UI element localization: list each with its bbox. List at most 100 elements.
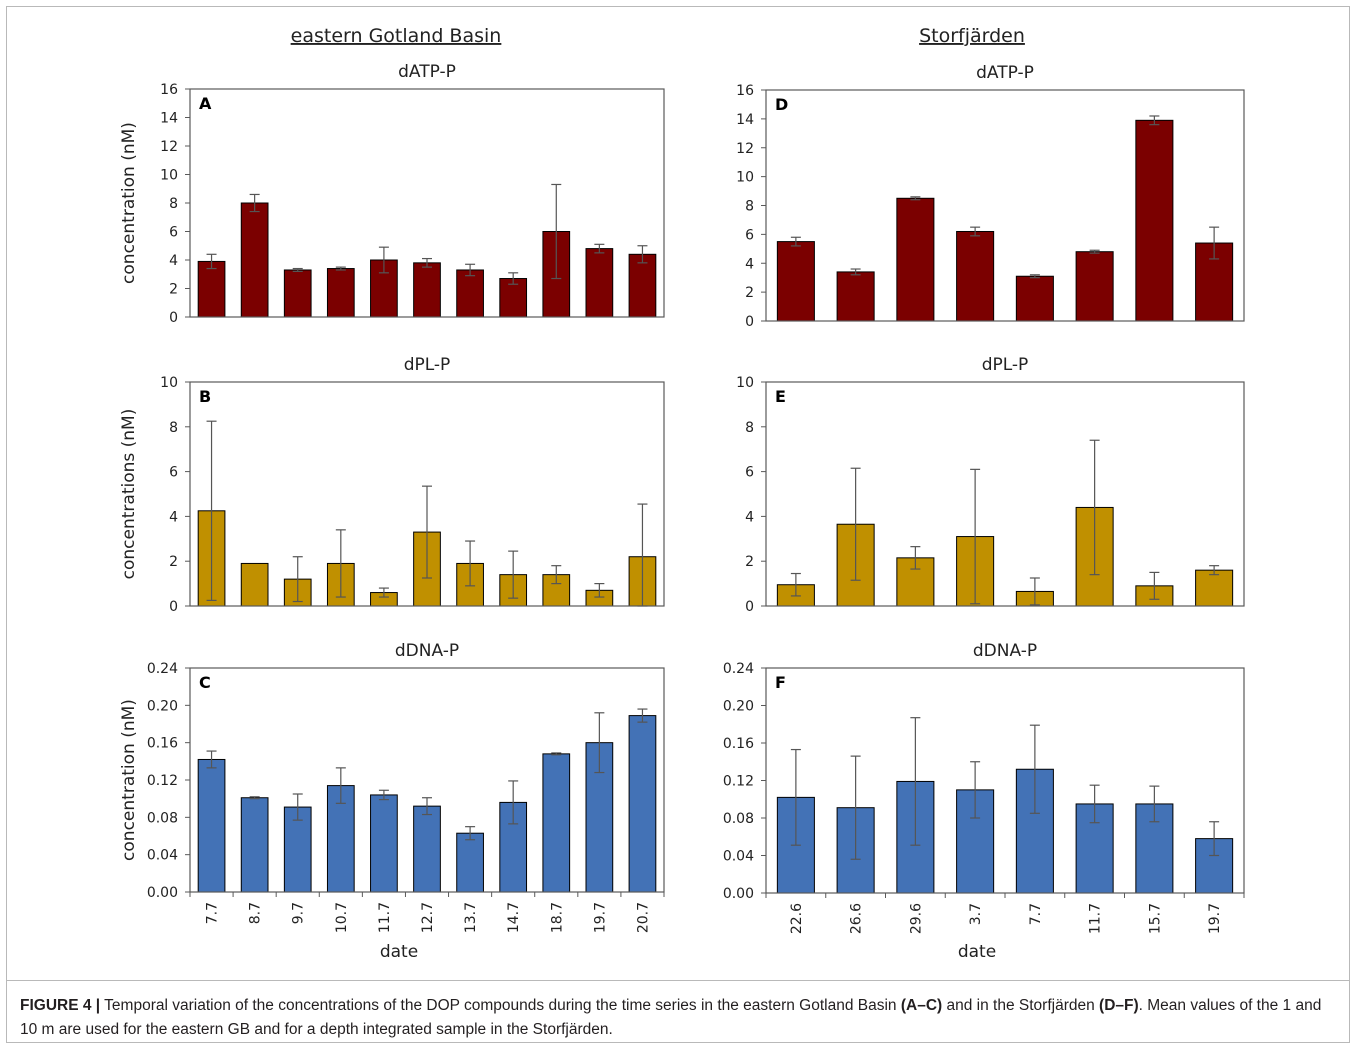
x-tick-label: 11.7 xyxy=(1088,903,1104,934)
x-axis-label: date xyxy=(380,942,418,962)
bar xyxy=(628,715,657,893)
x-tick-label: 19.7 xyxy=(592,902,608,933)
bar xyxy=(240,202,269,318)
y-tick-label: 2 xyxy=(745,554,754,570)
x-axis-label: date xyxy=(958,942,996,962)
plot-area xyxy=(189,381,665,607)
bar xyxy=(836,271,875,322)
panel-title: dDNA-P xyxy=(395,641,459,661)
y-tick-label: 10 xyxy=(736,170,754,186)
y-tick-label: 0.20 xyxy=(723,699,754,715)
y-axis-label: concentration (nM) xyxy=(119,699,139,861)
x-tick-label: 11.7 xyxy=(377,902,393,933)
y-tick-label: 16 xyxy=(160,82,178,98)
bar xyxy=(197,758,226,893)
bar xyxy=(1195,569,1234,607)
bar xyxy=(1015,275,1054,322)
figure-caption: FIGURE 4 | Temporal variation of the con… xyxy=(20,994,1340,1042)
x-tick-label: 3.7 xyxy=(968,903,984,925)
bar xyxy=(1135,119,1174,322)
panel-title: dATP-P xyxy=(976,63,1034,83)
y-tick-label: 0.24 xyxy=(147,661,178,677)
group-title-gotland: eastern Gotland Basin xyxy=(291,25,502,47)
x-tick-label: 20.7 xyxy=(635,902,651,933)
y-tick-label: 0.00 xyxy=(723,886,754,902)
x-tick-label: 10.7 xyxy=(334,902,350,933)
panel-E: dPL-P 0 2 4 6 8 10 E xyxy=(736,355,1245,615)
x-tick-label: 14.7 xyxy=(506,902,522,933)
x-tick-label: 12.7 xyxy=(420,902,436,933)
y-tick-label: 6 xyxy=(169,465,178,481)
plot-area xyxy=(189,667,665,893)
panel-title: dATP-P xyxy=(398,62,456,82)
y-tick-label: 8 xyxy=(745,199,754,215)
y-tick-label: 8 xyxy=(745,420,754,436)
y-tick-label: 4 xyxy=(169,253,178,269)
bar xyxy=(956,230,995,322)
x-tick-label: 15.7 xyxy=(1147,903,1163,934)
figure-frame xyxy=(6,6,1350,1043)
panel-label: B xyxy=(199,387,211,406)
y-tick-label: 0 xyxy=(169,599,178,615)
panel-label: C xyxy=(199,673,211,692)
bar xyxy=(456,832,484,893)
panel-title: dPL-P xyxy=(404,355,451,375)
plot-area xyxy=(765,381,1245,607)
y-tick-label: 8 xyxy=(169,420,178,436)
bar xyxy=(413,805,441,893)
x-tick-label: 13.7 xyxy=(463,902,479,933)
y-tick-label: 10 xyxy=(160,168,178,184)
y-tick-label: 0 xyxy=(745,599,754,615)
y-tick-label: 0.08 xyxy=(147,810,178,826)
panel-label: A xyxy=(199,94,212,113)
bar xyxy=(776,241,815,322)
y-tick-label: 2 xyxy=(169,554,178,570)
y-tick-label: 10 xyxy=(736,375,754,391)
panel-title: dPL-P xyxy=(982,355,1029,375)
y-tick-label: 16 xyxy=(736,83,754,99)
caption-ref-2: (D–F) xyxy=(1099,997,1139,1014)
y-tick-label: 4 xyxy=(745,509,754,525)
y-tick-label: 12 xyxy=(736,141,754,157)
bar xyxy=(1075,251,1114,322)
bar xyxy=(542,753,571,893)
bar xyxy=(413,262,441,318)
bar xyxy=(240,797,269,893)
x-tick-label: 8.7 xyxy=(248,902,264,924)
panel-C: dDNA-P 0.00 0.04 0.08 0.12 0.16 0.20 0.24 7.7 8.7… xyxy=(119,641,665,962)
caption-divider xyxy=(6,980,1350,981)
y-tick-label: 4 xyxy=(745,256,754,272)
caption-ref-1: (A–C) xyxy=(900,997,943,1014)
group-title-storfjarden: Storfjärden xyxy=(919,25,1025,47)
bar xyxy=(283,269,312,318)
y-tick-label: 12 xyxy=(160,139,178,155)
bar xyxy=(240,562,269,607)
x-tick-label: 22.6 xyxy=(789,903,805,934)
plot-area xyxy=(189,88,665,318)
panel-label: E xyxy=(775,387,786,406)
bar xyxy=(326,268,355,318)
y-tick-label: 6 xyxy=(169,225,178,241)
y-tick-label: 6 xyxy=(745,227,754,243)
x-tick-label: 7.7 xyxy=(205,902,221,924)
y-tick-label: 0.12 xyxy=(147,773,178,789)
y-tick-label: 0.04 xyxy=(147,848,178,864)
caption-text-2: and in the Storfjärden xyxy=(942,997,1100,1014)
bar xyxy=(370,794,398,893)
panel-label: F xyxy=(775,673,786,692)
y-tick-label: 0 xyxy=(745,314,754,330)
y-tick-label: 4 xyxy=(169,509,178,525)
x-tick-label: 26.6 xyxy=(849,903,865,934)
x-tick-label: 19.7 xyxy=(1207,903,1223,934)
caption-text-3: . Mean values of the 1 and 10 m are used… xyxy=(20,997,1322,1038)
y-tick-label: 10 xyxy=(160,375,178,391)
y-tick-label: 2 xyxy=(745,285,754,301)
y-tick-label: 6 xyxy=(745,465,754,481)
y-tick-label: 2 xyxy=(169,282,178,298)
bar xyxy=(628,253,657,318)
y-tick-label: 0.04 xyxy=(723,849,754,865)
y-tick-label: 0.16 xyxy=(723,736,754,752)
